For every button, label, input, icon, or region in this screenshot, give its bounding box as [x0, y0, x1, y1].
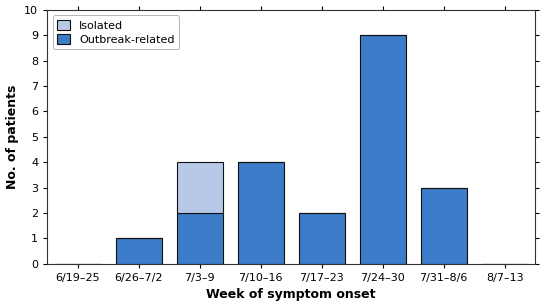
Bar: [177, 213, 222, 264]
Bar: [299, 213, 344, 264]
Bar: [238, 162, 283, 264]
Legend: Isolated, Outbreak-related: Isolated, Outbreak-related: [53, 15, 179, 49]
Bar: [360, 35, 405, 264]
Y-axis label: No. of patients: No. of patients: [5, 85, 19, 189]
Bar: [177, 162, 222, 213]
X-axis label: Week of symptom onset: Week of symptom onset: [207, 289, 376, 301]
Bar: [421, 188, 467, 264]
Bar: [116, 239, 161, 264]
